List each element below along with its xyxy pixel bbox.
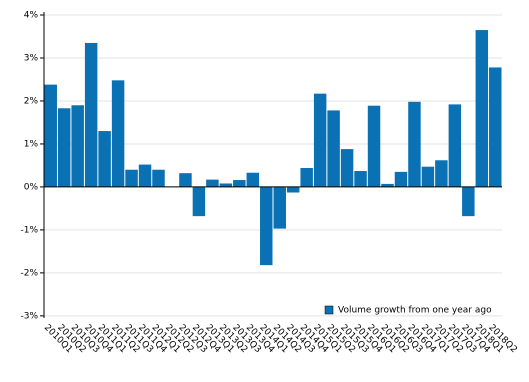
bar <box>489 67 501 186</box>
bar <box>422 167 434 187</box>
bar <box>300 168 312 187</box>
legend-swatch <box>325 306 333 314</box>
bar <box>206 180 218 187</box>
bar <box>408 102 420 187</box>
bar <box>314 94 326 187</box>
bar <box>152 170 164 187</box>
y-tick-label: 4% <box>24 11 39 21</box>
legend-label: Volume growth from one year ago <box>338 306 492 316</box>
bar <box>247 173 259 187</box>
bar <box>435 160 447 187</box>
bar <box>193 187 205 216</box>
bar <box>274 187 286 229</box>
bar <box>287 187 299 193</box>
bar <box>354 171 366 187</box>
bar <box>368 106 380 187</box>
bar <box>449 104 461 187</box>
bar <box>476 30 488 187</box>
bar <box>220 183 232 186</box>
y-tick-label: 2% <box>24 96 39 106</box>
bar <box>341 149 353 187</box>
bar <box>98 131 110 187</box>
y-tick-label: 0% <box>24 182 39 192</box>
bar <box>179 173 191 187</box>
y-tick-label: 1% <box>24 139 39 149</box>
y-tick-label: -1% <box>20 225 38 235</box>
bar <box>327 110 339 187</box>
bar <box>260 187 272 265</box>
bar <box>85 43 97 187</box>
y-tick-label: -3% <box>20 311 38 321</box>
bar <box>462 187 474 216</box>
bar <box>45 85 57 187</box>
bar <box>395 172 407 187</box>
y-tick-label: 3% <box>24 53 39 63</box>
bar <box>58 108 70 187</box>
bar <box>139 165 151 187</box>
bar <box>125 170 137 187</box>
bar <box>71 105 83 187</box>
y-tick-label: -2% <box>20 268 38 278</box>
bar <box>233 180 245 187</box>
bar <box>112 80 124 187</box>
